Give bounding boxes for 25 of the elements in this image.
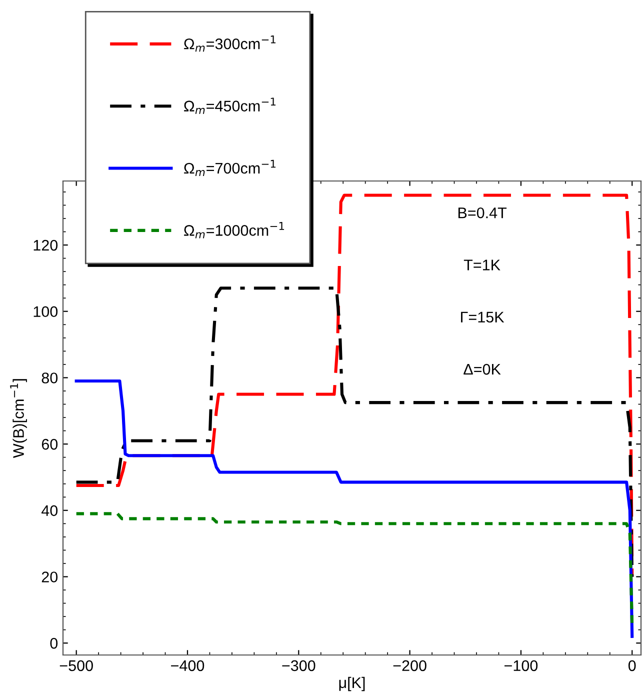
- x-tick-label: −500: [60, 660, 93, 672]
- line-series: [74, 379, 634, 638]
- annotation: Γ=15K: [461, 312, 504, 323]
- annotation: T=1K: [464, 260, 500, 270]
- y-tick-label: 40: [42, 505, 58, 516]
- legend-label: Ω$_{m}$=1000cm$^{−1}$: [184, 222, 284, 238]
- legend-label: Ω$_{m}$=300cm$^{−1}$: [184, 36, 276, 52]
- x-tick-label: −400: [171, 660, 204, 672]
- y-tick-label: 120: [34, 240, 58, 251]
- legend-label: Ω$_{m}$=700cm$^{−1}$: [184, 160, 276, 176]
- annotation: B=0.4T: [458, 207, 507, 218]
- x-tick-label: −100: [504, 660, 538, 672]
- y-tick-label: 0: [50, 638, 58, 649]
- x-tick-label: 0: [628, 660, 636, 672]
- x-tick-label: −300: [282, 660, 316, 672]
- line-series: [74, 286, 634, 578]
- y-axis-title: W(B)[cm$^{−1}$]: [10, 379, 27, 458]
- y-tick-label: 100: [34, 306, 58, 318]
- y-tick-label: 80: [42, 372, 58, 384]
- x-tick-label: −200: [393, 660, 426, 672]
- y-tick-label: 60: [42, 438, 58, 450]
- annotation: Δ=0K: [464, 364, 501, 375]
- y-tick-label: 20: [42, 572, 58, 582]
- legend-label: Ω$_{m}$=450cm$^{−1}$: [184, 98, 276, 114]
- x-axis-title: μ[K]: [339, 676, 365, 692]
